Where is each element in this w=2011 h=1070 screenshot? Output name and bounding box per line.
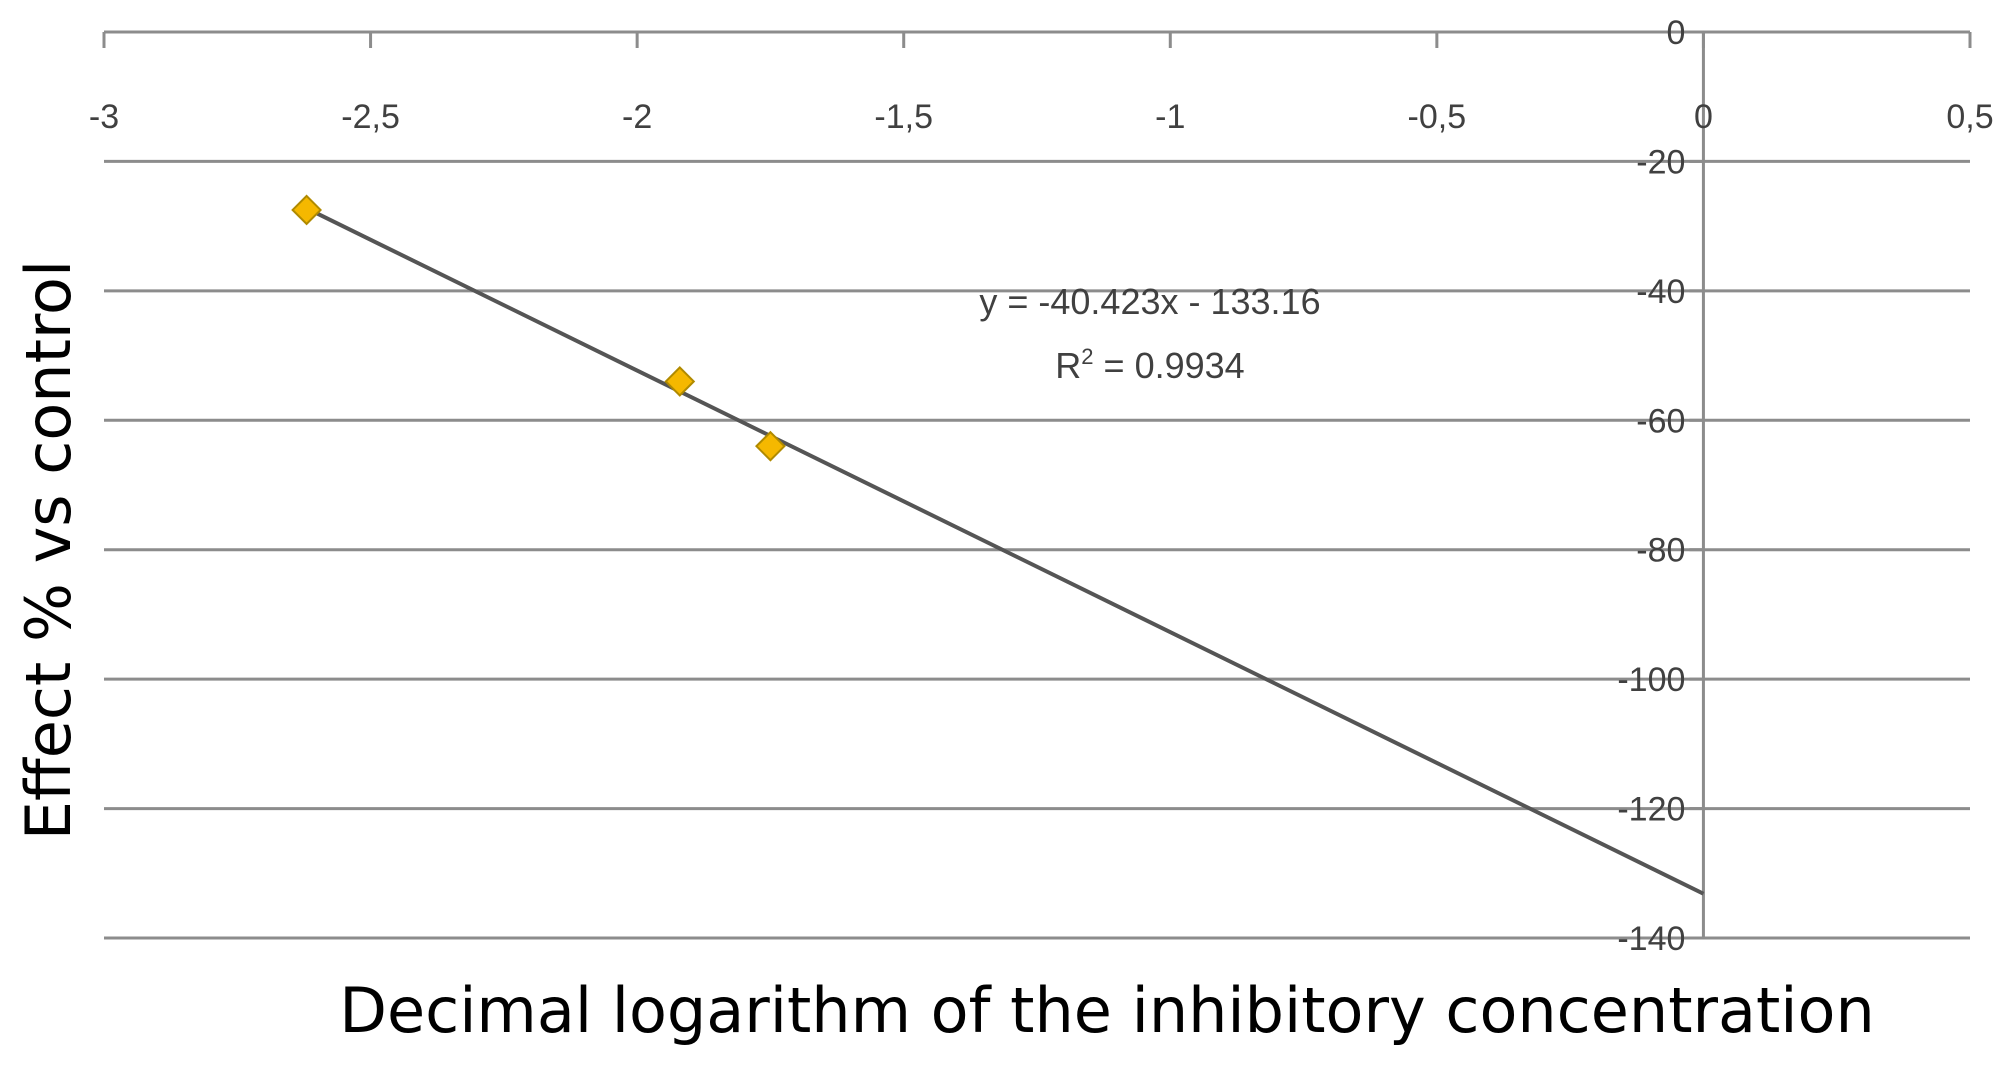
x-tick-label: -1,5 [874, 98, 933, 136]
x-tick-label: -2,5 [341, 98, 400, 136]
y-tick-label: 0 [1667, 14, 1686, 52]
data-point [664, 366, 696, 397]
data-point [755, 430, 786, 462]
x-tick-label: -0,5 [1408, 98, 1467, 136]
y-tick-label: -60 [1636, 402, 1685, 440]
grid-lines [104, 30, 1970, 940]
data-point [291, 194, 323, 226]
x-tick-label: -3 [89, 98, 119, 136]
x-tick-label: 0 [1694, 98, 1713, 136]
y-tick-label: -40 [1636, 273, 1685, 311]
annotations: y = -40.423x - 133.16 R2 = 0.9934 [979, 281, 1320, 386]
x-axis-title: Decimal logarithm of the inhibitory conc… [339, 974, 1875, 1047]
r-squared-label: R2 = 0.9934 [1055, 344, 1244, 386]
axes [102, 30, 1972, 940]
trendline-layer [305, 206, 1705, 896]
y-tick-label: -100 [1617, 661, 1685, 699]
x-tick-label: 0,5 [1946, 98, 1993, 136]
y-tick-label: -120 [1617, 791, 1685, 829]
y-tick-label: -20 [1636, 143, 1685, 181]
y-tick-label: -80 [1636, 532, 1685, 570]
r-squared-exponent: 2 [1081, 344, 1093, 369]
y-tick-label: -140 [1617, 920, 1685, 958]
r-squared-value: = 0.9934 [1094, 345, 1245, 386]
trendline-equation: y = -40.423x - 133.16 [979, 281, 1320, 322]
r-squared-prefix: R [1055, 345, 1081, 386]
y-axis-title: Effect % vs control [12, 260, 85, 840]
trendline [305, 206, 1705, 896]
x-tick-label: -1 [1155, 98, 1185, 136]
x-tick-label: -2 [622, 98, 652, 136]
tick-labels: -3 -2,5 -2 -1,5 -1 -0,5 0 0,50-20-40-60-80-100-… [89, 14, 1994, 958]
data-points [291, 194, 786, 462]
